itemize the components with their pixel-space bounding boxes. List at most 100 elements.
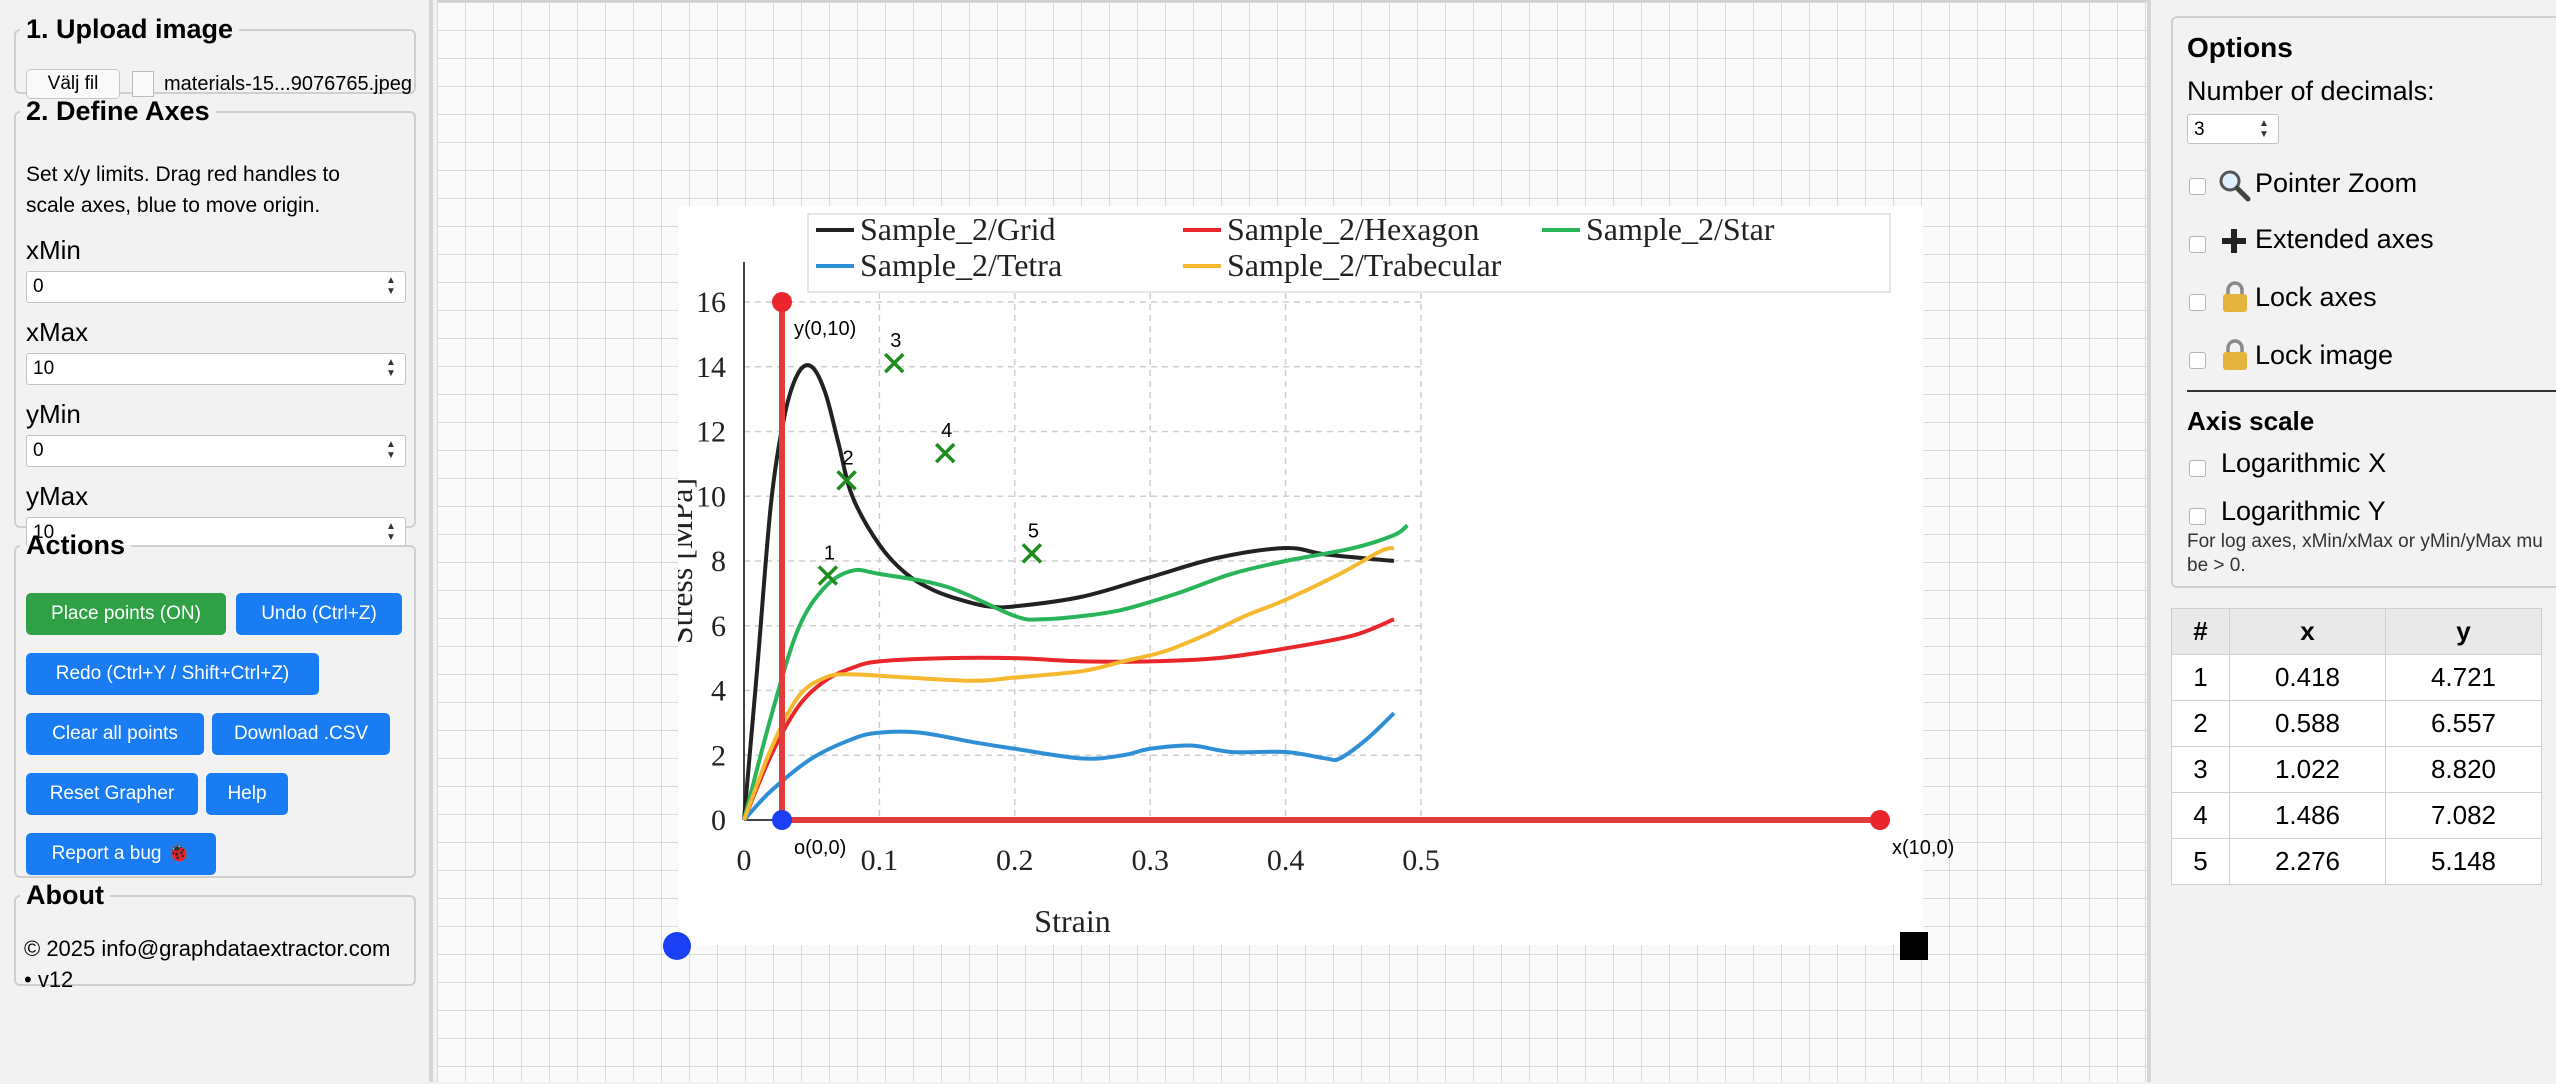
options-divider <box>2187 390 2556 392</box>
extended-axes-checkbox[interactable] <box>2189 236 2206 253</box>
file-name: materials-15...9076765.jpeg <box>164 73 412 95</box>
table-header-row: # x y <box>2171 608 2542 655</box>
table-cell-x: 0.588 <box>2229 700 2386 747</box>
table-cell-index: 1 <box>2171 654 2230 701</box>
axes-help-text: Set x/y limits. Drag red handles to scal… <box>26 159 404 221</box>
choose-file-button[interactable]: Välj fil <box>26 69 120 99</box>
table-row[interactable]: 3 1.022 8.820 <box>2171 746 2542 793</box>
about-line1: © 2025 info@graphdataextractor.com <box>24 936 391 961</box>
plus-icon <box>2222 229 2246 253</box>
y-axis-handle[interactable] <box>772 292 792 312</box>
legend-entry: Sample_2/Tetra <box>860 247 1062 283</box>
x-tick-label: 0.4 <box>1267 844 1305 877</box>
file-icon <box>132 71 154 97</box>
magnifier-icon <box>2219 170 2251 202</box>
help-button[interactable]: Help <box>206 773 288 815</box>
log-y-label: Logarithmic Y <box>2221 496 2386 526</box>
origin-label: o(0,0) <box>794 837 846 859</box>
options-title: Options <box>2187 32 2293 63</box>
xmin-spinner-icon[interactable]: ▲ ▼ <box>386 275 396 297</box>
series-line <box>742 617 1395 821</box>
table-cell-y: 7.082 <box>2385 792 2542 839</box>
point-marker-label: 4 <box>941 420 952 442</box>
image-move-handle[interactable] <box>663 932 691 960</box>
point-marker[interactable] <box>934 442 956 464</box>
point-marker[interactable] <box>836 470 857 491</box>
lock-icon <box>2223 281 2247 312</box>
decimals-input[interactable]: 3 ▲ ▼ <box>2187 114 2279 144</box>
series-line <box>742 546 1395 821</box>
ymin-label: yMin <box>26 399 81 429</box>
image-resize-handle[interactable] <box>1900 932 1928 960</box>
x-tick-label: 0.2 <box>996 844 1034 877</box>
origin-handle[interactable] <box>772 810 792 830</box>
table-row[interactable]: 5 2.276 5.148 <box>2171 838 2542 885</box>
place-points-button[interactable]: Place points (ON) <box>26 593 226 635</box>
xmax-input[interactable]: 10 ▲ ▼ <box>26 353 406 385</box>
log-x-checkbox[interactable] <box>2189 460 2206 477</box>
pointer-zoom-checkbox[interactable] <box>2189 178 2206 195</box>
lock-image-checkbox[interactable] <box>2189 352 2206 369</box>
left-panel: 1. Upload image Välj fil materials-15...… <box>0 0 433 1082</box>
options-section: Options Number of decimals: 3 ▲ ▼ Pointer… <box>2171 16 2556 588</box>
xmin-input[interactable]: 0 ▲ ▼ <box>26 271 406 303</box>
log-x-label: Logarithmic X <box>2221 448 2387 478</box>
x-axis-handle[interactable] <box>1870 810 1890 830</box>
about-legend: About <box>26 880 104 910</box>
point-marker[interactable] <box>883 352 905 374</box>
table-row[interactable]: 2 0.588 6.557 <box>2171 700 2542 747</box>
legend-entry: Sample_2/Hexagon <box>1227 211 1479 247</box>
x-handle-label: x(10,0) <box>1892 837 1954 859</box>
y-tick-label: 6 <box>711 610 726 643</box>
y-axis-title: Stress [MPa] <box>678 478 699 644</box>
decimals-spinner-icon[interactable]: ▲ ▼ <box>2259 118 2269 140</box>
axis-scale-title: Axis scale <box>2187 406 2315 436</box>
y-handle-label: y(0,10) <box>794 318 856 340</box>
lock-axes-label: Lock axes <box>2255 282 2377 312</box>
series-line <box>742 523 1409 821</box>
lock-icon <box>2223 339 2247 370</box>
reset-grapher-button[interactable]: Reset Grapher <box>26 773 198 815</box>
upload-legend: 1. Upload image <box>26 14 234 44</box>
table-cell-y: 4.721 <box>2385 654 2542 701</box>
redo-button[interactable]: Redo (Ctrl+Y / Shift+Ctrl+Z) <box>26 653 319 695</box>
decimals-value: 3 <box>2194 119 2205 140</box>
point-marker[interactable] <box>1021 543 1043 564</box>
legend-entry: Sample_2/Trabecular <box>1227 247 1502 283</box>
legend-box <box>807 213 1891 293</box>
lock-axes-checkbox[interactable] <box>2189 294 2206 311</box>
table-row[interactable]: 1 0.418 4.721 <box>2171 654 2542 701</box>
download-csv-button[interactable]: Download .CSV <box>212 713 390 755</box>
undo-button[interactable]: Undo (Ctrl+Z) <box>236 593 402 635</box>
about-section: About © 2025 info@graphdataextractor.com… <box>14 880 416 992</box>
x-tick-label: 0.5 <box>1402 844 1440 877</box>
table-cell-x: 2.276 <box>2229 838 2386 885</box>
report-bug-button[interactable]: Report a bug 🐞 <box>26 833 216 875</box>
axes-help-line2: scale axes, blue to move origin. <box>26 194 321 217</box>
log-note-line2: be > 0. <box>2187 555 2246 576</box>
table-cell-x: 1.022 <box>2229 746 2386 793</box>
point-marker[interactable] <box>817 565 839 586</box>
ymin-value: 0 <box>33 440 44 461</box>
ymin-input[interactable]: 0 ▲ ▼ <box>26 435 406 467</box>
table-cell-index: 2 <box>2171 700 2230 747</box>
x-tick-label: 0.1 <box>861 844 899 877</box>
point-marker-label: 1 <box>824 542 835 564</box>
y-tick-label: 2 <box>711 739 726 772</box>
about-text: © 2025 info@graphdataextractor.com • v12 <box>24 933 404 995</box>
about-line2: • v12 <box>24 967 74 992</box>
define-axes-legend: 2. Define Axes <box>26 96 210 126</box>
graph-canvas[interactable]: 0 2 4 6 8 10 12 14 16 0 0.1 0.2 0.3 0.4 0.5 Strain Stres… <box>437 0 2147 1082</box>
ymin-spinner-icon[interactable]: ▲ ▼ <box>386 439 396 461</box>
table-cell-y: 5.148 <box>2385 838 2542 885</box>
y-tick-label: 4 <box>711 675 726 708</box>
table-cell-x: 0.418 <box>2229 654 2386 701</box>
xmin-value: 0 <box>33 276 44 297</box>
table-row[interactable]: 4 1.486 7.082 <box>2171 792 2542 839</box>
xmax-spinner-icon[interactable]: ▲ ▼ <box>386 357 396 379</box>
pointer-zoom-label: Pointer Zoom <box>2255 168 2418 198</box>
clear-points-button[interactable]: Clear all points <box>26 713 204 755</box>
upload-section: 1. Upload image Välj fil materials-15...… <box>14 14 416 99</box>
log-y-checkbox[interactable] <box>2189 508 2206 525</box>
